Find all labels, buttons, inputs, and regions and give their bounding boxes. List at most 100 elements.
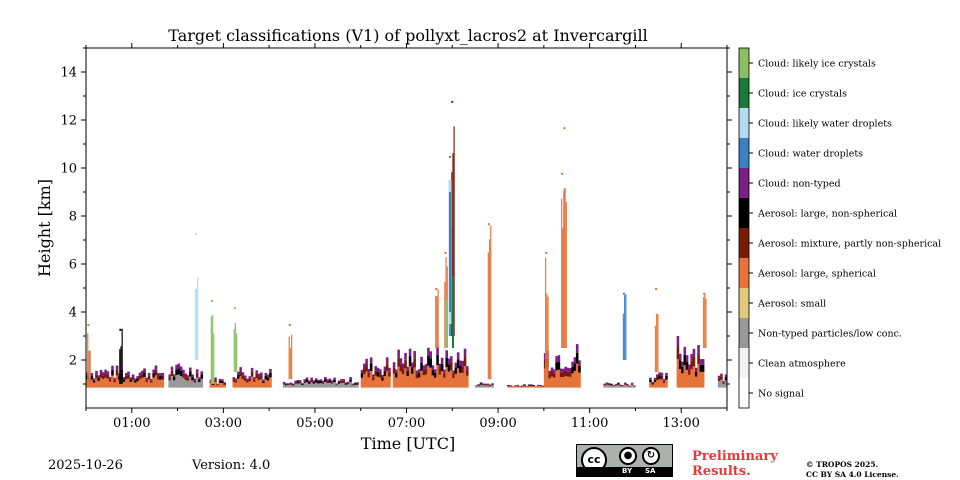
profile-cell	[262, 383, 265, 388]
profile-cell	[413, 367, 416, 388]
profile-cell	[388, 376, 391, 388]
profile-cell	[337, 381, 341, 384]
plume-streak	[546, 293, 548, 372]
profile-cell	[395, 377, 398, 388]
profile-cell	[340, 379, 343, 381]
profile-cell	[619, 385, 622, 387]
profile-cell	[690, 353, 693, 361]
profile-cell	[143, 372, 146, 378]
profile-cell	[482, 385, 485, 388]
x-tick-label: 13:00	[662, 416, 699, 431]
profile-cell	[424, 364, 428, 369]
profile-cell	[548, 370, 552, 375]
plume-streak	[89, 350, 91, 384]
profile-cell	[127, 378, 130, 388]
y-tick-label: 8	[69, 210, 77, 225]
profile-cell	[491, 383, 494, 385]
profile-cell	[95, 374, 98, 379]
profile-cell	[431, 375, 435, 388]
profile-cell	[536, 384, 540, 386]
plume	[288, 324, 293, 380]
profile-cell	[289, 382, 293, 384]
profile-cell	[449, 362, 453, 371]
profile-cell	[683, 355, 687, 366]
profile-cell	[353, 384, 357, 388]
profile-cell	[688, 374, 691, 388]
profile-cell	[232, 379, 236, 382]
profile-cell	[298, 381, 302, 384]
profile-cell	[269, 368, 272, 373]
profile-cell	[509, 386, 513, 388]
profile-cell	[617, 384, 620, 388]
plume-streak	[236, 333, 238, 372]
profile-cell	[520, 385, 524, 387]
profile-cell	[159, 376, 162, 380]
plume-streak	[704, 293, 706, 348]
y-tick-label: 2	[69, 354, 77, 369]
profile-cell	[399, 364, 403, 372]
plot-area	[86, 100, 728, 388]
plume-streak	[705, 298, 707, 348]
profile-cell	[342, 379, 345, 381]
profile-cell	[287, 385, 291, 388]
profile-cell	[445, 357, 449, 368]
profile-cell	[449, 356, 453, 363]
profile-cell	[289, 384, 293, 388]
profile-cell	[475, 385, 478, 387]
axis-ticks: 01:00 03:00 05:00 07:00 09:00 11:00 13:00 2 4 6 8 1…	[60, 43, 732, 431]
profile-cell	[550, 367, 554, 372]
profile-cell	[372, 380, 375, 388]
profile-cell	[443, 373, 446, 378]
profile-cell	[484, 383, 487, 385]
profile-cell	[216, 384, 220, 386]
profile-cell	[296, 380, 300, 382]
profile-cell	[411, 367, 414, 374]
profile-cell	[401, 374, 405, 388]
profile-cell	[129, 379, 133, 382]
profile-cell	[662, 382, 666, 388]
profile-cell	[182, 373, 185, 378]
profile-cell	[415, 378, 419, 388]
profile-cell	[200, 374, 204, 379]
profile-cell	[124, 375, 128, 380]
profile-cell	[301, 383, 304, 386]
profile-cell	[692, 356, 696, 367]
profile-cell	[454, 362, 458, 368]
profile-cell	[289, 383, 293, 385]
profile-cell	[108, 377, 112, 380]
profile-cell	[239, 367, 242, 372]
profile-cell	[656, 374, 659, 378]
cc-by-label: BY	[622, 467, 633, 475]
boundary-layer-segment	[649, 372, 668, 388]
profile-cell	[218, 378, 222, 381]
profile-cell	[546, 367, 549, 388]
colorbar: No signal Clean atmosphere Non-typed parti…	[738, 47, 941, 409]
profile-cell	[443, 377, 446, 388]
profile-cell	[699, 359, 703, 365]
profile-cell	[349, 377, 352, 380]
x-tick-label: 01:00	[113, 416, 150, 431]
plume-top	[444, 252, 447, 254]
plume-streak	[547, 296, 549, 372]
profile-cell	[363, 374, 366, 388]
plume-streak	[625, 294, 627, 360]
profile-cell	[404, 359, 407, 369]
profile-cell	[191, 377, 194, 381]
profile-cell	[223, 384, 226, 388]
profile-cell	[335, 383, 339, 385]
profile-cell	[605, 382, 609, 384]
profile-cell	[365, 371, 368, 388]
profile-cell	[186, 380, 190, 388]
plume-top	[487, 223, 490, 226]
profile-cell	[555, 356, 558, 363]
profile-cell	[127, 374, 130, 379]
profile-cell	[447, 371, 451, 388]
profile-cell	[351, 384, 355, 386]
profile-cell	[536, 385, 540, 387]
profile-cell	[175, 364, 178, 370]
profile-cell	[488, 384, 492, 386]
profile-cell	[459, 372, 462, 388]
profile-cell	[198, 377, 201, 380]
profile-cell	[328, 378, 332, 381]
colorbar-label: Cloud: ice crystals	[758, 89, 847, 100]
